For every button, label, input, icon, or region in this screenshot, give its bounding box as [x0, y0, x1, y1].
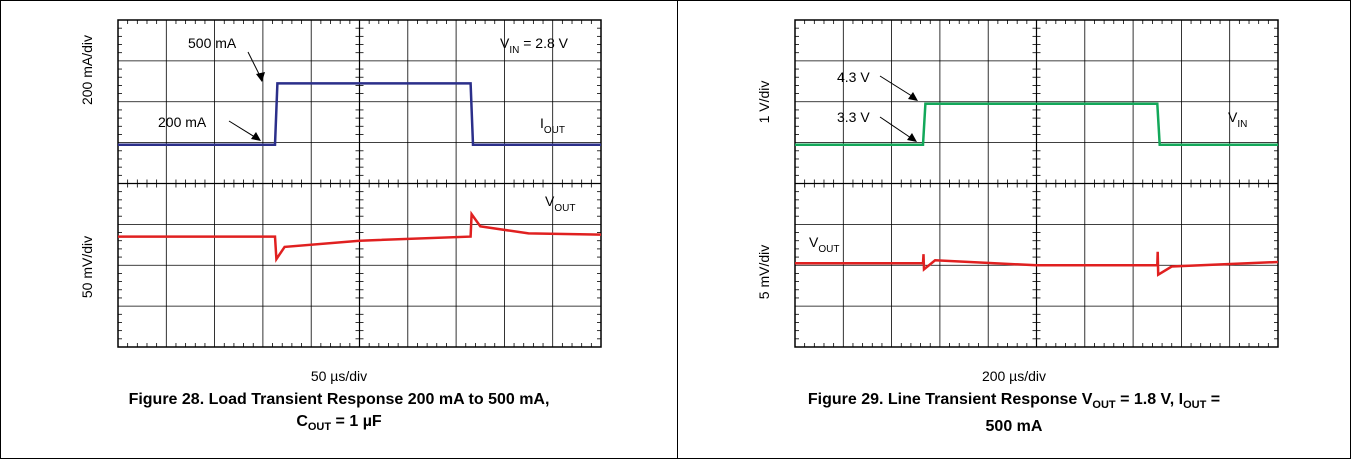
figure-caption: Figure 29. Line Transient Response VOUT …	[677, 389, 1351, 438]
caption-line-1: Figure 28. Load Transient Response 200 m…	[128, 391, 550, 408]
annotation-low-arrowhead	[907, 133, 917, 142]
annotation-high-arrowhead	[256, 72, 265, 82]
iout-trace	[118, 82, 601, 146]
vin-trace	[795, 102, 1278, 146]
figure-29: 1 V/div 5 mV/div 4.3 V 3.3 V VIN VOUT 20…	[677, 0, 1351, 459]
top-axis-label: 1 V/div	[756, 81, 772, 124]
figure-28-plot: 200 mA/div 50 mV/div 500 mA 200 mA VIN =…	[79, 19, 602, 348]
caption-line-1: Figure 29. Line Transient Response VOUT …	[807, 391, 1221, 412]
annotation-high: 500 mA	[188, 35, 237, 51]
annotation-low: 3.3 V	[837, 109, 870, 125]
figure-divider	[677, 0, 678, 459]
annotation-high: 4.3 V	[837, 69, 870, 85]
annotation-low-arrowhead	[251, 132, 261, 141]
figure-29-plot: 1 V/div 5 mV/div 4.3 V 3.3 V VIN VOUT	[756, 19, 1279, 348]
iout-trace-label: IOUT	[540, 115, 565, 136]
vout-trace	[118, 210, 602, 263]
figure-28: 200 mA/div 50 mV/div 500 mA 200 mA VIN =…	[0, 19, 678, 438]
annotation-high-arrow	[879, 75, 916, 99]
vin-trace-label: VIN	[1228, 109, 1247, 130]
condition-label: VIN = 2.8 V	[500, 35, 569, 56]
annotation-low-arrow	[879, 116, 915, 141]
bottom-axis-label: 5 mV/div	[756, 245, 772, 299]
vout-trace	[795, 251, 1279, 277]
bottom-axis-label: 50 mV/div	[79, 236, 95, 298]
top-axis-label: 200 mA/div	[79, 35, 95, 105]
oscilloscope-grid	[794, 19, 1279, 348]
x-scale-label: 50 µs/div	[310, 368, 368, 384]
x-scale-label: 200 µs/div	[981, 368, 1047, 384]
vout-trace-label: VOUT	[809, 234, 839, 255]
oscilloscope-grid	[117, 19, 602, 348]
annotation-low: 200 mA	[158, 114, 207, 130]
annotation-high-arrowhead	[908, 92, 918, 101]
vout-trace-label: VOUT	[545, 193, 575, 214]
caption-line-2: 500 mA	[985, 418, 1043, 436]
caption-line-2: COUT = 1 µF	[296, 413, 382, 434]
figure-caption: Figure 28. Load Transient Response 200 m…	[0, 389, 678, 438]
